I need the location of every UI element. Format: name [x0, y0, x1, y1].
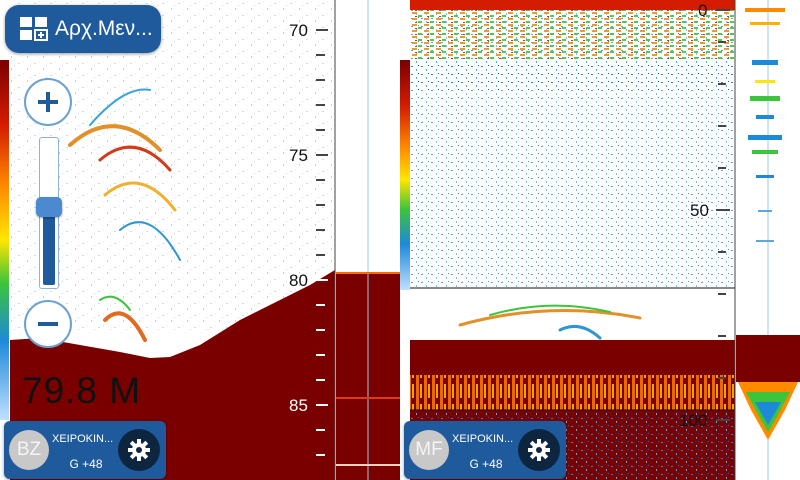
scale-label-0: 0 — [698, 1, 708, 20]
source-mode-label: ΧΕΙΡΟΚΙΝ... — [52, 433, 114, 445]
zoom-slider-handle[interactable] — [36, 197, 62, 217]
depth-readout: 79.8 M — [22, 370, 142, 411]
scale-label-80: 80 — [289, 271, 308, 290]
plus-icon — [37, 91, 59, 113]
right-sonar-view[interactable] — [400, 0, 800, 480]
color-scale-bar — [0, 60, 9, 420]
gain-label: G +48 — [69, 457, 103, 471]
a-scope-echo — [736, 8, 800, 440]
scale-label-70: 70 — [289, 21, 308, 40]
gain-label: G +48 — [469, 457, 503, 471]
main-menu-label: Αρχ.Μεν... — [55, 17, 153, 40]
fish-echoes — [68, 88, 181, 342]
zoom-out-button[interactable] — [24, 300, 72, 348]
left-source-panel[interactable]: BZ ΧΕΙΡΟΚΙΝ... G +48 — [4, 421, 166, 479]
grid-menu-icon — [19, 16, 49, 42]
source-mode-label: ΧΕΙΡΟΚΙΝ... — [452, 433, 514, 445]
scale-label-75: 75 — [289, 146, 308, 165]
gear-icon — [527, 438, 551, 462]
main-menu-button[interactable]: Αρχ.Μεν... — [5, 5, 161, 53]
zoom-slider[interactable] — [36, 137, 62, 289]
gear-icon — [127, 438, 151, 462]
minus-icon — [37, 313, 59, 335]
settings-button[interactable] — [118, 429, 160, 471]
source-avatar: BZ — [9, 430, 49, 470]
color-scale-bar-2 — [400, 60, 410, 290]
right-source-panel[interactable]: MF ΧΕΙΡΟΚΙΝ... G +48 — [404, 421, 566, 479]
zoom-slider-fill — [43, 205, 55, 285]
scale-label-100: 100 — [679, 411, 708, 430]
settings-button[interactable] — [518, 429, 560, 471]
source-avatar: MF — [409, 430, 449, 470]
zoom-in-button[interactable] — [24, 78, 72, 126]
scale-label-85: 85 — [289, 396, 308, 415]
scale-label-50: 50 — [690, 201, 709, 220]
